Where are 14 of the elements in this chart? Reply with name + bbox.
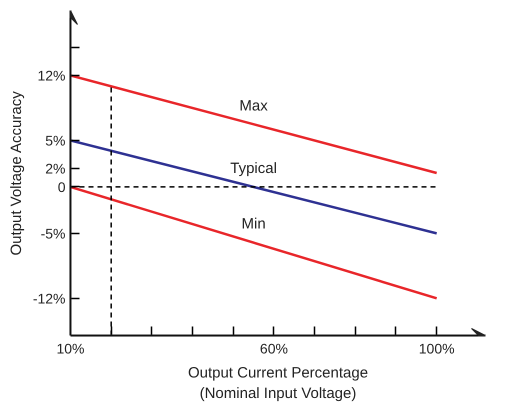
x-axis-title: Output Current Percentage (Nominal Input Voltage) (188, 364, 368, 402)
y-tick-label: 0 (58, 178, 66, 195)
series-label: Max (239, 97, 268, 114)
y-tick-label: -12% (32, 290, 66, 306)
y-tick-label: 5% (45, 132, 66, 148)
series-label: Typical (230, 160, 277, 177)
y-tick-label: -5% (40, 225, 66, 242)
x-tick-label: 60% (260, 340, 288, 356)
y-tick-label: 12% (37, 68, 66, 84)
y-tick-label: 2% (45, 160, 66, 176)
series-label: Min (242, 216, 266, 233)
y-axis-title: Output Voltage Accuracy (8, 90, 25, 256)
x-tick-label: 10% (56, 340, 85, 356)
x-tick-label: 100% (418, 340, 455, 356)
